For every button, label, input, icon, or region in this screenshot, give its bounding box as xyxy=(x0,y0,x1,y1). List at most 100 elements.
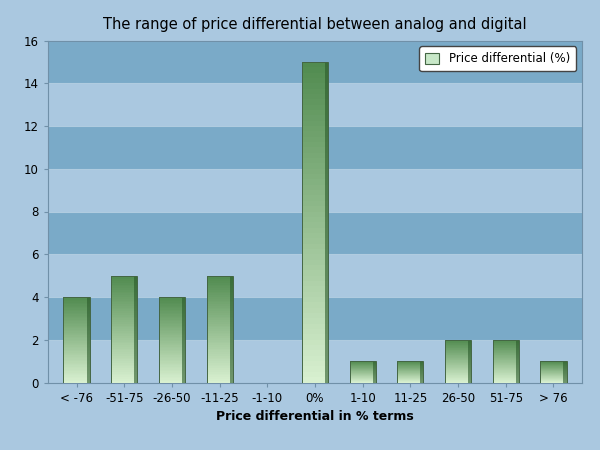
Bar xyxy=(111,351,137,352)
Bar xyxy=(206,333,233,334)
Bar xyxy=(445,375,471,376)
Bar xyxy=(111,284,137,286)
Bar xyxy=(206,290,233,292)
Bar xyxy=(206,322,233,324)
Bar xyxy=(48,126,582,169)
Bar xyxy=(493,351,519,352)
Bar xyxy=(159,365,185,367)
Bar xyxy=(206,361,233,363)
Bar xyxy=(445,373,471,374)
Bar xyxy=(302,366,328,372)
Bar xyxy=(206,331,233,333)
Bar xyxy=(493,342,519,343)
Bar xyxy=(515,340,519,382)
Bar xyxy=(350,361,376,382)
Bar xyxy=(493,347,519,348)
Bar xyxy=(159,381,185,382)
Bar xyxy=(302,377,328,382)
Bar xyxy=(64,334,90,335)
Bar xyxy=(206,334,233,336)
Bar xyxy=(445,348,471,349)
Bar xyxy=(159,378,185,380)
Bar xyxy=(111,306,137,308)
Bar xyxy=(493,370,519,371)
Bar xyxy=(159,350,185,351)
Bar xyxy=(445,341,471,342)
Bar xyxy=(159,300,185,302)
Bar xyxy=(493,363,519,364)
Bar xyxy=(302,345,328,351)
Bar xyxy=(64,307,90,308)
Bar xyxy=(64,346,90,347)
Bar xyxy=(493,340,519,341)
Bar xyxy=(182,297,185,382)
Bar xyxy=(302,153,328,158)
Bar xyxy=(111,366,137,368)
Bar xyxy=(493,364,519,365)
Bar xyxy=(159,371,185,373)
Bar xyxy=(206,358,233,360)
Bar xyxy=(493,344,519,345)
Bar xyxy=(302,83,328,89)
Bar xyxy=(159,323,185,324)
Bar xyxy=(111,293,137,295)
Bar xyxy=(64,331,90,333)
Bar xyxy=(302,72,328,78)
Bar xyxy=(64,321,90,323)
Bar xyxy=(64,380,90,381)
Bar xyxy=(493,374,519,375)
Bar xyxy=(111,311,137,313)
Bar xyxy=(64,306,90,307)
Bar xyxy=(111,331,137,333)
Bar xyxy=(302,67,328,72)
Bar xyxy=(493,356,519,357)
Bar xyxy=(111,370,137,372)
Bar xyxy=(206,317,233,319)
Bar xyxy=(302,121,328,126)
Bar xyxy=(111,315,137,317)
Bar xyxy=(206,320,233,322)
Bar xyxy=(445,357,471,358)
Bar xyxy=(302,89,328,94)
Bar xyxy=(111,320,137,322)
Bar xyxy=(493,367,519,368)
Bar xyxy=(64,297,90,298)
Bar xyxy=(206,275,233,277)
Bar xyxy=(159,319,185,320)
Bar xyxy=(159,340,185,341)
Bar xyxy=(159,337,185,338)
Bar xyxy=(64,356,90,357)
Bar xyxy=(206,340,233,342)
Bar xyxy=(159,341,185,342)
Bar xyxy=(302,201,328,206)
Bar xyxy=(111,297,137,299)
Bar xyxy=(159,297,185,298)
Bar xyxy=(64,351,90,353)
Bar xyxy=(302,233,328,238)
Bar xyxy=(302,313,328,319)
Bar xyxy=(111,347,137,349)
Bar xyxy=(159,302,185,303)
Bar xyxy=(445,377,471,378)
Bar xyxy=(159,331,185,333)
Bar xyxy=(111,352,137,354)
Bar xyxy=(445,346,471,347)
Bar xyxy=(111,290,137,292)
Bar xyxy=(159,342,185,344)
Bar xyxy=(159,330,185,331)
Bar xyxy=(493,380,519,381)
Bar xyxy=(302,158,328,163)
Bar xyxy=(302,217,328,222)
Bar xyxy=(445,345,471,346)
Bar xyxy=(445,355,471,356)
Bar xyxy=(159,327,185,328)
Bar xyxy=(64,297,90,382)
Bar xyxy=(206,277,233,279)
Bar xyxy=(493,377,519,378)
Bar xyxy=(159,314,185,315)
Bar xyxy=(111,319,137,320)
Bar xyxy=(159,377,185,378)
Bar xyxy=(493,343,519,344)
Bar xyxy=(111,343,137,345)
Bar xyxy=(64,324,90,325)
